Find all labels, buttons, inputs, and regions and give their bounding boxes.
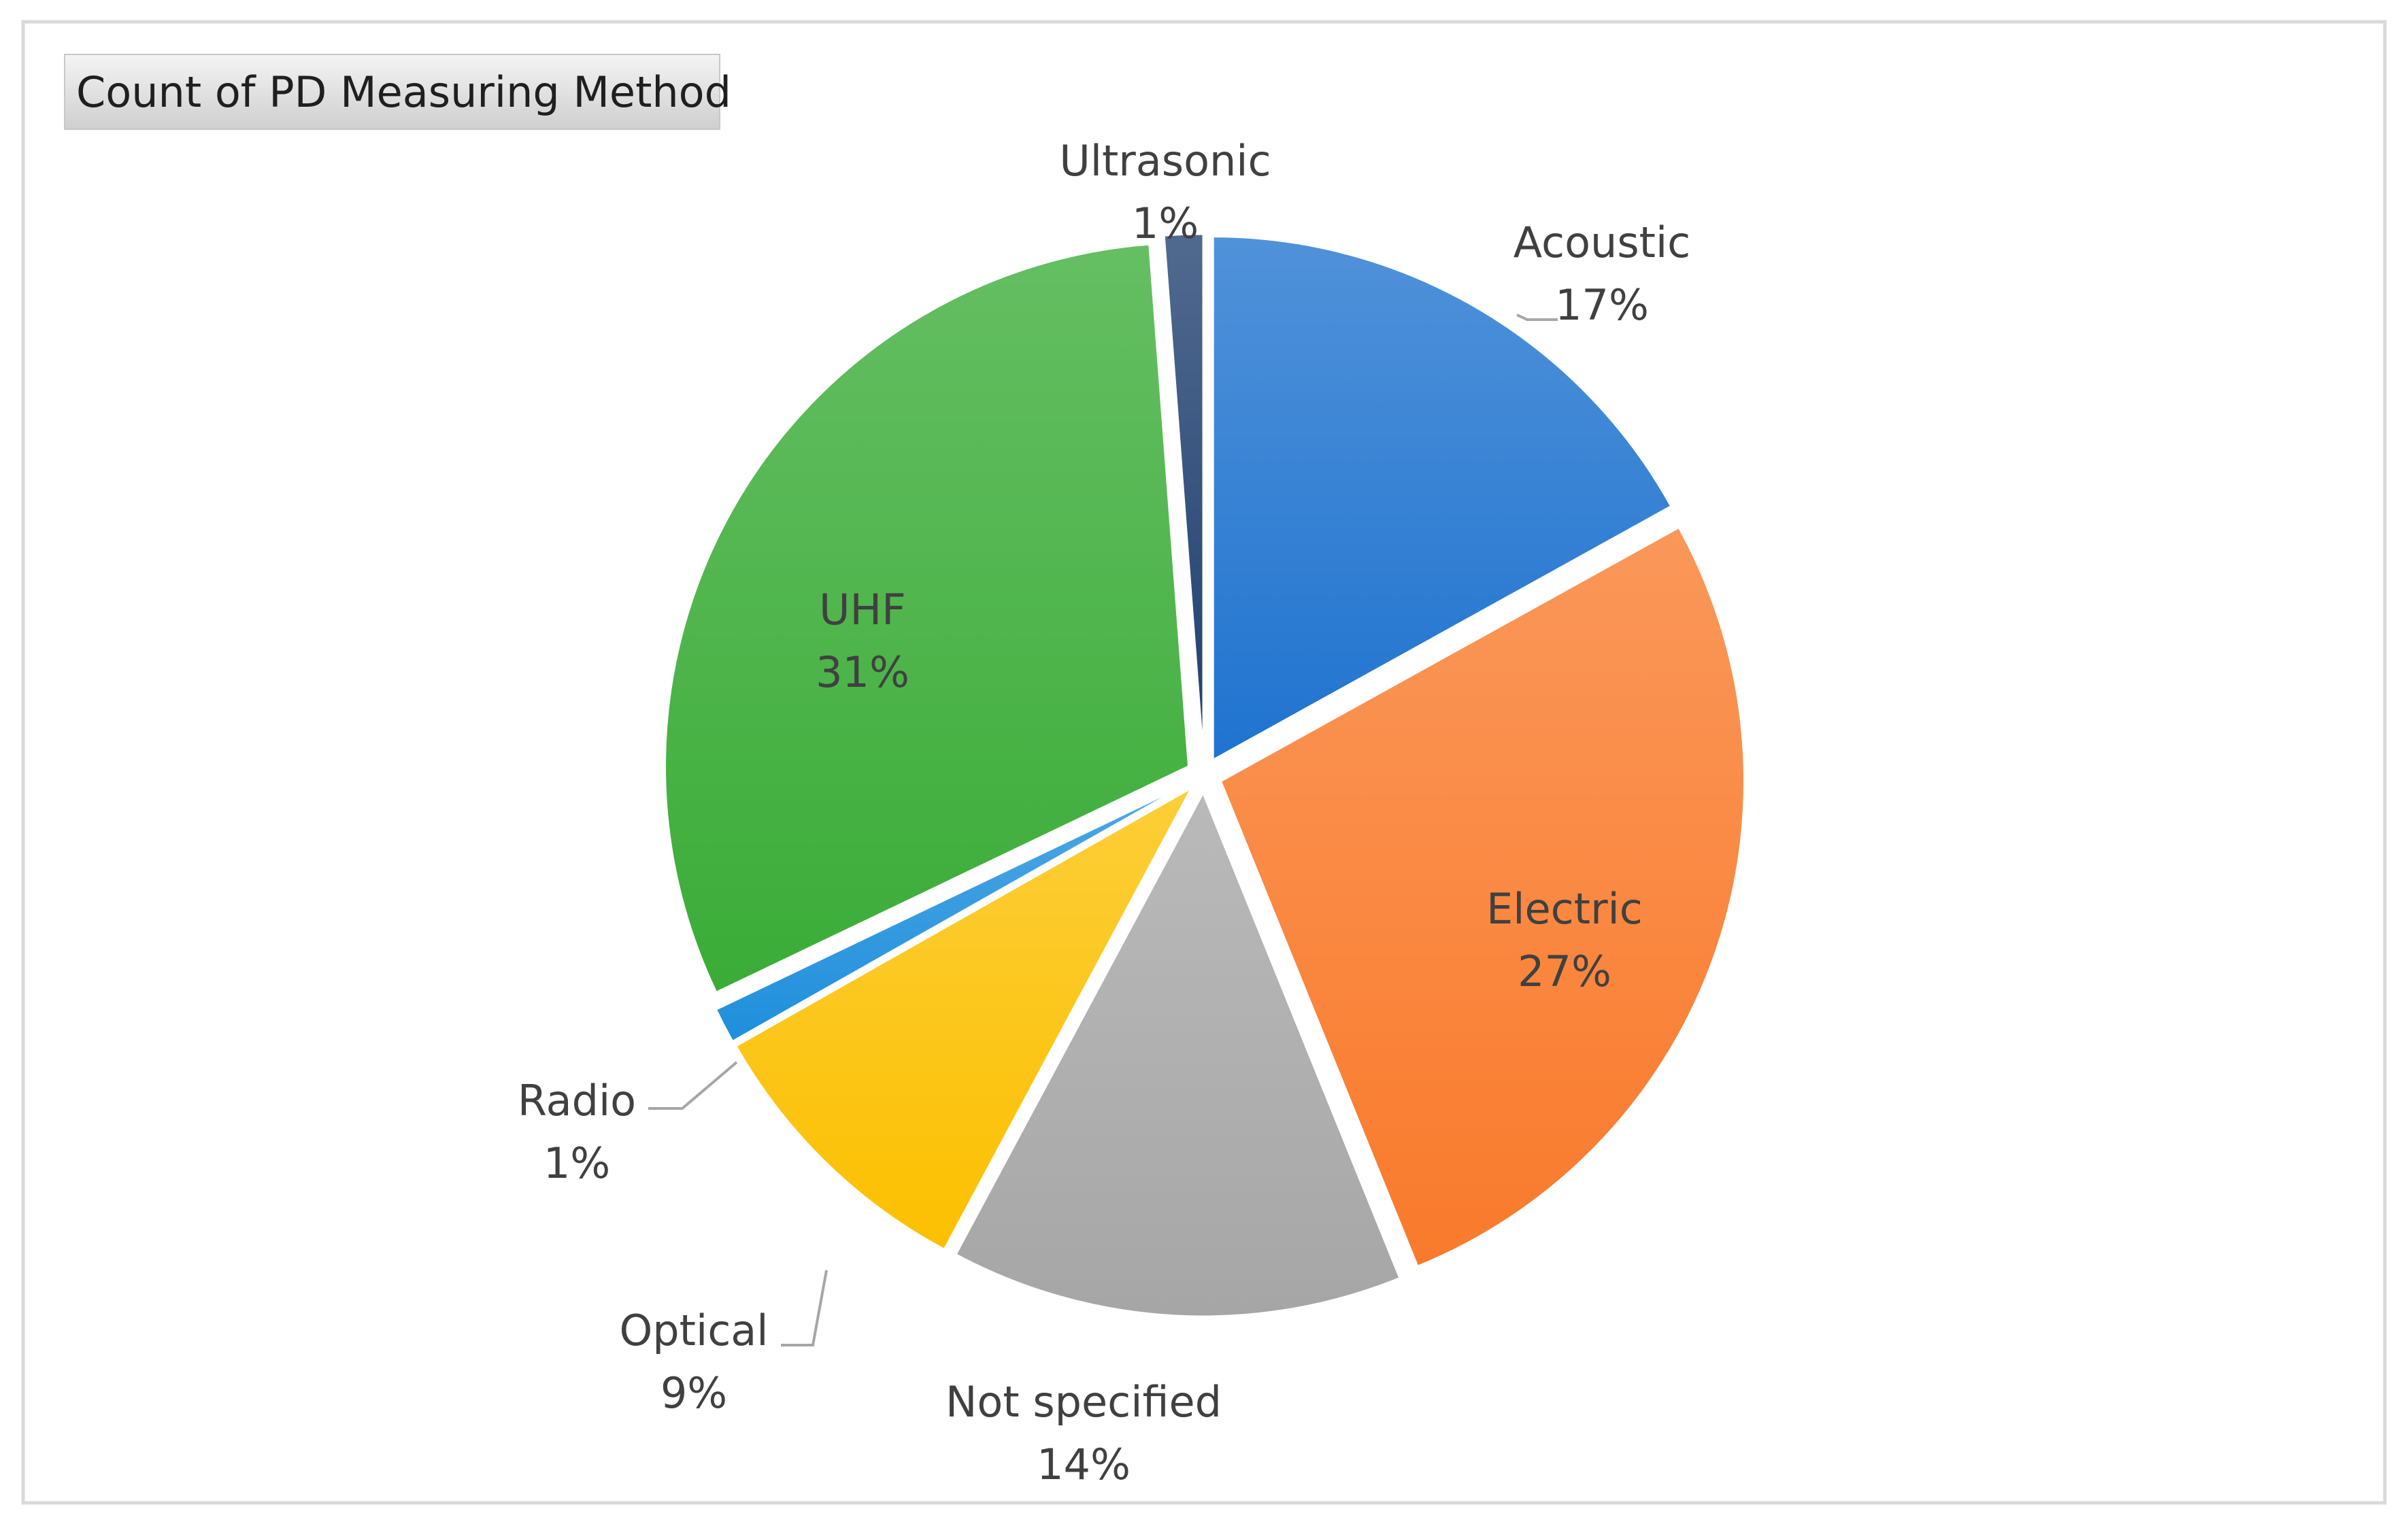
field-button[interactable]: Count of PD Measuring Method [64, 54, 731, 130]
data-label-category: Electric [1486, 884, 1643, 934]
data-label-percent: 9% [660, 1368, 727, 1418]
data-label-category: Ultrasonic [1059, 136, 1271, 186]
data-labels: Acoustic 17% Electric 27% Not specified 14% Op… [518, 136, 1690, 1489]
pie-slice-uhf[interactable] [663, 243, 1190, 994]
leader-lines [648, 313, 1558, 1346]
data-label-category: Optical [620, 1306, 769, 1355]
field-button-label[interactable]: Count of PD Measuring Method [76, 67, 731, 117]
pie-slice-optical[interactable] [734, 785, 1194, 1251]
data-label-category: Acoustic [1514, 218, 1691, 267]
pie-slice-ultrasonic[interactable] [1163, 233, 1205, 758]
leader-line-optical [781, 1270, 828, 1346]
pie-slices [663, 233, 1746, 1318]
data-label-category: Radio [518, 1076, 636, 1125]
leader-line-acoustic [1516, 313, 1558, 321]
data-label-percent: 1% [1132, 199, 1199, 248]
pie-slice-electric[interactable] [1219, 526, 1746, 1268]
data-label-percent: 27% [1518, 947, 1611, 996]
field-button-background[interactable] [64, 54, 720, 130]
data-label-category: Not specified [946, 1377, 1222, 1427]
data-label-percent: 17% [1555, 280, 1649, 330]
pie-slice-radio[interactable] [714, 782, 1189, 1043]
pie-slice-acoustic[interactable] [1211, 235, 1673, 762]
leader-line-radio [648, 1061, 738, 1110]
data-label-percent: 31% [816, 647, 909, 697]
data-label-percent: 14% [1037, 1440, 1131, 1489]
data-label-category: UHF [819, 585, 906, 634]
pie-slice-not-specified[interactable] [954, 790, 1401, 1318]
data-label-percent: 1% [544, 1138, 610, 1188]
